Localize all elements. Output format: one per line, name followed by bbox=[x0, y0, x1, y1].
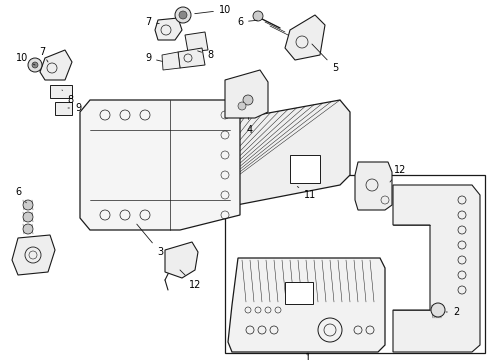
Polygon shape bbox=[50, 85, 72, 98]
Polygon shape bbox=[55, 102, 72, 115]
Bar bbox=[289, 155, 319, 183]
Polygon shape bbox=[224, 70, 267, 118]
Text: 1: 1 bbox=[305, 353, 310, 360]
Circle shape bbox=[28, 58, 42, 72]
Text: 8: 8 bbox=[62, 90, 73, 105]
Circle shape bbox=[32, 62, 38, 68]
Polygon shape bbox=[285, 15, 325, 60]
Circle shape bbox=[23, 224, 33, 234]
Polygon shape bbox=[162, 52, 180, 70]
Circle shape bbox=[23, 200, 33, 210]
Polygon shape bbox=[155, 18, 182, 40]
Text: 10: 10 bbox=[16, 53, 35, 65]
Polygon shape bbox=[178, 48, 204, 68]
Circle shape bbox=[252, 11, 263, 21]
Text: 7: 7 bbox=[144, 17, 159, 27]
Text: 12: 12 bbox=[180, 270, 201, 290]
Polygon shape bbox=[40, 50, 72, 80]
Text: 2: 2 bbox=[445, 307, 458, 317]
Polygon shape bbox=[184, 32, 207, 52]
Circle shape bbox=[243, 95, 252, 105]
Polygon shape bbox=[80, 100, 240, 230]
Text: 10: 10 bbox=[194, 5, 231, 15]
Bar bbox=[224, 175, 484, 353]
Polygon shape bbox=[12, 235, 55, 275]
Circle shape bbox=[175, 7, 191, 23]
Circle shape bbox=[238, 102, 245, 110]
Text: 4: 4 bbox=[246, 118, 253, 135]
Text: 12: 12 bbox=[389, 165, 406, 182]
Text: 7: 7 bbox=[39, 47, 48, 62]
Text: 5: 5 bbox=[311, 44, 337, 73]
Text: 3: 3 bbox=[137, 224, 163, 257]
Polygon shape bbox=[354, 162, 391, 210]
Text: 9: 9 bbox=[144, 53, 162, 63]
Text: 9: 9 bbox=[68, 103, 81, 113]
Circle shape bbox=[179, 11, 186, 19]
Polygon shape bbox=[164, 242, 198, 278]
Bar bbox=[285, 282, 312, 304]
Polygon shape bbox=[175, 100, 349, 215]
Text: 6: 6 bbox=[15, 187, 26, 203]
Text: 8: 8 bbox=[197, 50, 213, 60]
Polygon shape bbox=[227, 258, 384, 352]
Text: 11: 11 bbox=[297, 186, 315, 200]
Circle shape bbox=[23, 212, 33, 222]
Text: 6: 6 bbox=[237, 17, 257, 27]
Circle shape bbox=[430, 303, 444, 317]
Polygon shape bbox=[392, 185, 479, 352]
